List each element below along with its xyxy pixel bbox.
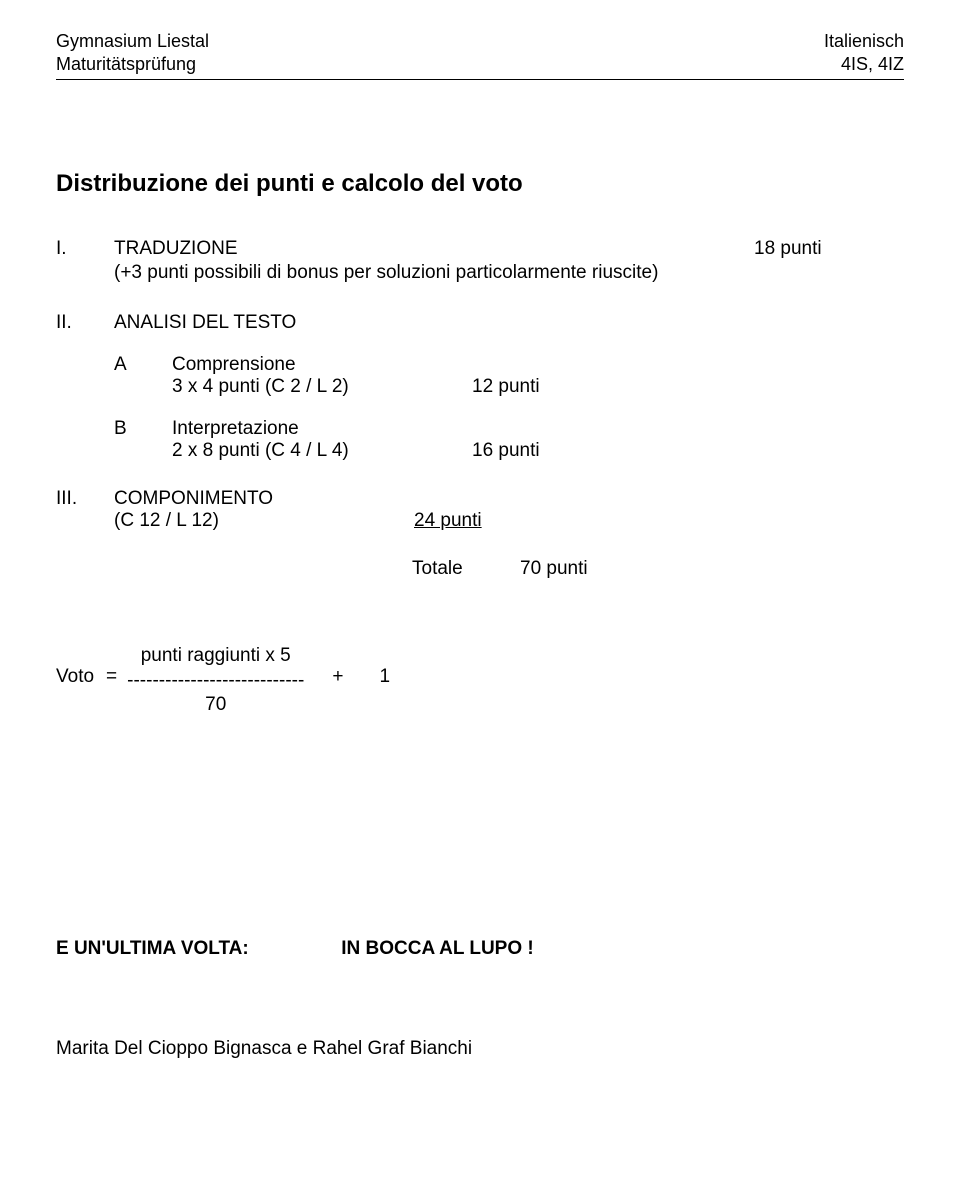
sub-title: Interpretazione bbox=[172, 418, 904, 440]
header-right: Italienisch 4IS, 4IZ bbox=[824, 30, 904, 75]
section-label: TRADUZIONE bbox=[114, 238, 754, 260]
section-analisi: II. ANALISI DEL TESTO bbox=[56, 312, 904, 334]
header-rule bbox=[56, 79, 904, 80]
equals-sign: = bbox=[106, 666, 117, 688]
page: Gymnasium Liestal Maturitätsprüfung Ital… bbox=[0, 0, 960, 1182]
subsection-b: B Interpretazione 2 x 8 punti (C 4 / L 4… bbox=[114, 418, 904, 462]
exam-type: Maturitätsprüfung bbox=[56, 53, 209, 76]
authors: Marita Del Cioppo Bignasca e Rahel Graf … bbox=[56, 1038, 904, 1060]
school-name: Gymnasium Liestal bbox=[56, 30, 209, 53]
voto-formula: Voto = punti raggiunti x 5 -------------… bbox=[56, 644, 904, 718]
spacer bbox=[172, 558, 412, 580]
plus-sign: + bbox=[332, 666, 343, 688]
section-note: (+3 punti possibili di bonus per soluzio… bbox=[114, 262, 904, 284]
section-body: ANALISI DEL TESTO bbox=[114, 312, 904, 334]
voto-fraction: punti raggiunti x 5 --------------------… bbox=[127, 644, 304, 718]
section-label: COMPONIMENTO bbox=[114, 488, 904, 510]
subject: Italienisch bbox=[824, 30, 904, 53]
closing-wish: IN BOCCA AL LUPO ! bbox=[341, 938, 533, 959]
closing-label: E UN'ULTIMA VOLTA: bbox=[56, 938, 336, 960]
voto-numerator: punti raggiunti x 5 bbox=[141, 644, 291, 669]
subsection-a: A Comprensione 3 x 4 punti (C 2 / L 2) 1… bbox=[114, 354, 904, 398]
closing-line: E UN'ULTIMA VOLTA: IN BOCCA AL LUPO ! bbox=[56, 938, 904, 960]
sub-formula: 2 x 8 punti (C 4 / L 4) bbox=[172, 440, 472, 462]
section-traduzione: I. TRADUZIONE 18 punti (+3 punti possibi… bbox=[56, 238, 904, 284]
voto-denominator: 70 bbox=[205, 693, 226, 718]
total-value: 70 punti bbox=[520, 558, 588, 580]
section-label: ANALISI DEL TESTO bbox=[114, 312, 296, 333]
section-body: COMPONIMENTO (C 12 / L 12) 24 punti bbox=[114, 488, 904, 532]
roman-iii: III. bbox=[56, 488, 86, 532]
total-row: Totale 70 punti bbox=[114, 558, 904, 580]
voto-dashes: ---------------------------- bbox=[127, 669, 304, 694]
sub-title: Comprensione bbox=[172, 354, 904, 376]
section-paren: (C 12 / L 12) bbox=[114, 510, 414, 532]
roman-ii: II. bbox=[56, 312, 86, 334]
page-title: Distribuzione dei punti e calcolo del vo… bbox=[56, 170, 904, 198]
total-label: Totale bbox=[412, 558, 520, 580]
page-header: Gymnasium Liestal Maturitätsprüfung Ital… bbox=[56, 30, 904, 75]
sub-points: 12 punti bbox=[472, 376, 540, 398]
sub-body: Comprensione 3 x 4 punti (C 2 / L 2) 12 … bbox=[172, 354, 904, 398]
section-points: 18 punti bbox=[754, 238, 904, 260]
header-left: Gymnasium Liestal Maturitätsprüfung bbox=[56, 30, 209, 75]
sub-body: Interpretazione 2 x 8 punti (C 4 / L 4) … bbox=[172, 418, 904, 462]
sub-points: 16 punti bbox=[472, 440, 540, 462]
sub-letter-b: B bbox=[114, 418, 144, 462]
roman-i: I. bbox=[56, 238, 86, 284]
section-body: TRADUZIONE 18 punti (+3 punti possibili … bbox=[114, 238, 904, 284]
section-componimento: III. COMPONIMENTO (C 12 / L 12) 24 punti bbox=[56, 488, 904, 532]
constant-one: 1 bbox=[379, 666, 390, 688]
voto-word: Voto bbox=[56, 666, 94, 688]
sub-formula: 3 x 4 punti (C 2 / L 2) bbox=[172, 376, 472, 398]
section-points: 24 punti bbox=[414, 510, 482, 532]
sub-letter-a: A bbox=[114, 354, 144, 398]
class-codes: 4IS, 4IZ bbox=[824, 53, 904, 76]
voto-lhs: Voto = bbox=[56, 666, 117, 688]
